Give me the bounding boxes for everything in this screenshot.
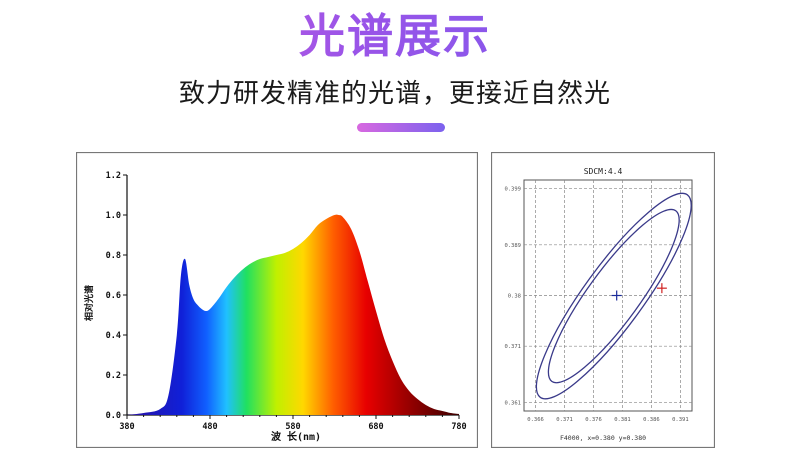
sdcm-ellipse-outer	[535, 192, 692, 400]
spectrum-x-tick-label: 780	[451, 422, 466, 432]
target-point-marker	[611, 290, 622, 301]
measured-point-marker	[656, 283, 667, 294]
chromaticity-y-tick-label: 0.389	[504, 243, 521, 249]
spectrum-y-tick-label: 0.2	[106, 371, 121, 381]
page-subtitle: 致力研发精准的光谱，更接近自然光	[178, 79, 611, 109]
spectrum-y-axis-label: 相对光谱	[83, 285, 95, 321]
chromaticity-y-tick-label: 0.38	[508, 294, 521, 300]
spectrum-y-tick-label: 1.2	[106, 171, 121, 181]
chromaticity-y-tick-label: 0.371	[504, 344, 521, 350]
page-title: 光谱展示	[0, 6, 790, 66]
spectrum-y-tick-label: 0.0	[106, 411, 121, 421]
chromaticity-x-tick-label: 0.386	[643, 417, 660, 423]
sdcm-title: SDCM:4.4	[584, 167, 623, 176]
accent-bar	[357, 123, 445, 132]
spectrum-x-axis-label: 波 长(nm)	[271, 430, 321, 443]
chromaticity-chart: SDCM:4.4 0.366 0.371 0.376 0.381 0.386 0.391 0…	[504, 167, 693, 442]
spectrum-x-tick-label: 480	[202, 422, 217, 432]
spectrum-area	[127, 214, 459, 415]
spectrum-y-tick-label: 0.8	[106, 251, 121, 261]
spectrum-y-tick-label: 0.4	[106, 331, 121, 341]
chromaticity-chart-panel: SDCM:4.4 0.366 0.371 0.376 0.381 0.386 0.391 0…	[491, 152, 715, 448]
spectrum-x-tick-label: 580	[285, 422, 300, 432]
chromaticity-y-tick-label: 0.361	[504, 401, 521, 407]
chromaticity-x-tick-label: 0.381	[614, 417, 631, 423]
spectrum-chart-panel: 380 480 580 680 780 0.0 0.2 0.4 0.6 0.8 1.0 1.2 波 长…	[76, 152, 478, 448]
sdcm-ellipse-inner	[547, 208, 680, 384]
chromaticity-y-tick-label: 0.399	[504, 186, 521, 192]
spectrum-x-tick-label: 380	[119, 422, 134, 432]
chromaticity-x-tick-label: 0.391	[672, 417, 689, 423]
chromaticity-x-tick-label: 0.376	[585, 417, 602, 423]
chromaticity-x-tick-label: 0.366	[527, 417, 544, 423]
chromaticity-x-tick-label: 0.371	[556, 417, 573, 423]
spectrum-x-tick-label: 680	[368, 422, 383, 432]
spectrum-y-tick-label: 1.0	[106, 211, 121, 221]
chromaticity-caption: F4000, x=0.380 y=0.380	[560, 434, 646, 442]
spectrum-y-tick-label: 0.6	[106, 291, 121, 301]
spectrum-chart: 380 480 580 680 780 0.0 0.2 0.4 0.6 0.8 1.0 1.2 波 长…	[83, 171, 467, 443]
